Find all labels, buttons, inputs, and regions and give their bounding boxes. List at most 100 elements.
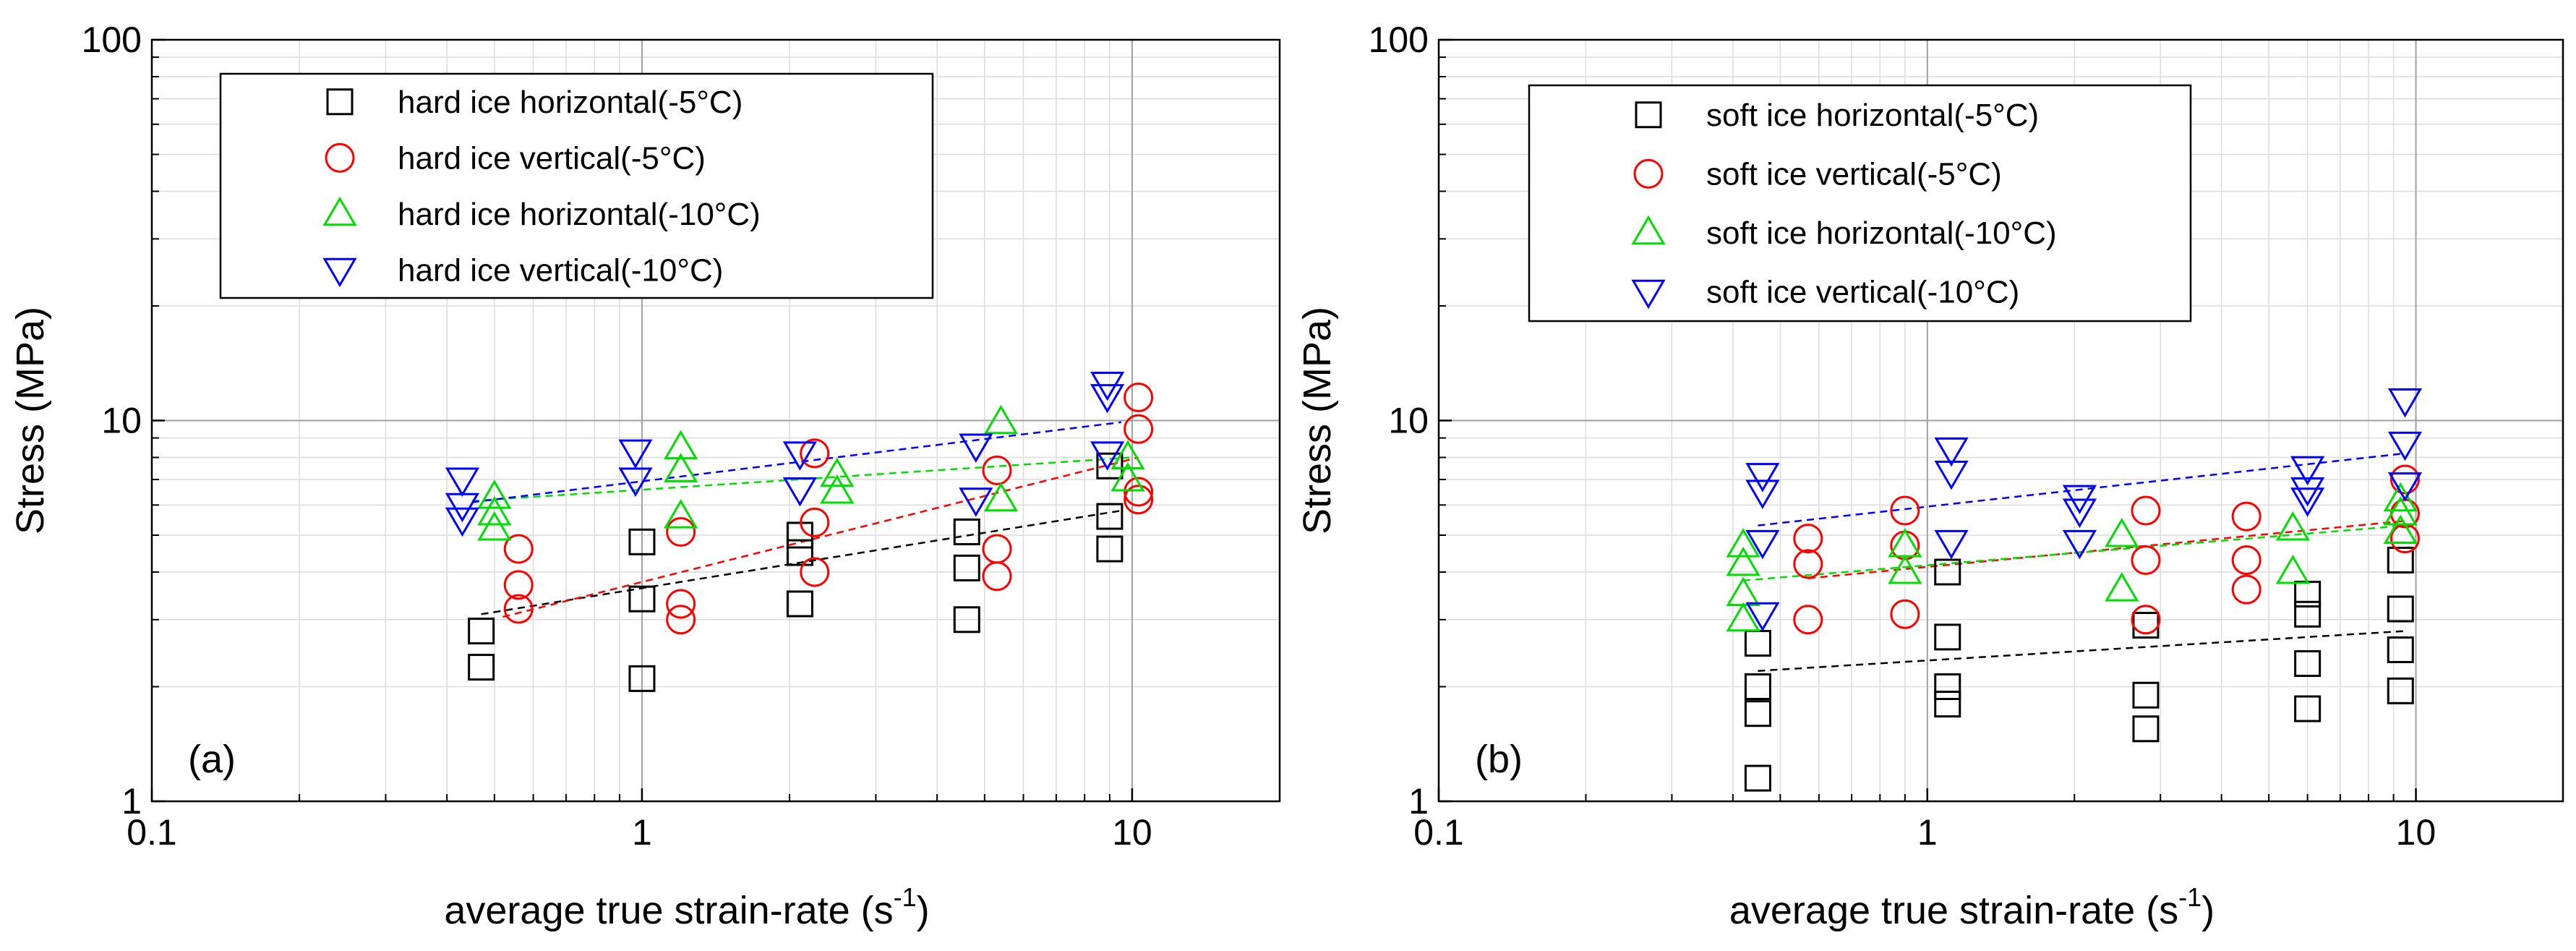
panel-a-data-point-triangle-up bbox=[983, 404, 1019, 435]
panel-a-data-point-circle bbox=[503, 570, 534, 600]
panel-a-data-point-circle bbox=[666, 589, 696, 619]
panel-b-x-tick-label: 0.1 bbox=[1413, 812, 1464, 853]
panel-b-data-point-triangle-up bbox=[2383, 482, 2418, 512]
panel-a-data-point-triangle-up bbox=[664, 430, 698, 460]
panel-a-data-point-circle bbox=[800, 438, 830, 469]
panel-a-data-point-circle bbox=[1124, 383, 1154, 413]
panel-b-data-point-circle bbox=[1890, 495, 1920, 526]
panel-a-fit-line-0 bbox=[481, 509, 1122, 615]
panel-a-data-point-triangle-down bbox=[1090, 441, 1125, 471]
panel-b-x-axis-label-superscript: -1 bbox=[2178, 882, 2201, 912]
panel-b-data-point-circle bbox=[1793, 549, 1823, 579]
panel-a-fit-line-3 bbox=[471, 421, 1121, 503]
panel-b-data-point-circle bbox=[2231, 574, 2262, 605]
panel-a-y-tick-label: 1 bbox=[121, 781, 142, 822]
panel-b-legend-label: soft ice vertical(-10°C) bbox=[1706, 274, 2019, 310]
panel-a-y-axis-label: Stress (MPa) bbox=[9, 307, 52, 534]
panel-a-data-point-triangle-down bbox=[782, 477, 818, 507]
panel-a-data-point-triangle-down bbox=[445, 507, 480, 537]
panel-b-data-point-square bbox=[1934, 558, 1961, 586]
panel-a-data-point-triangle-up bbox=[820, 457, 855, 487]
panel-a-data-point-square bbox=[1096, 503, 1124, 530]
panel-a-data-point-circle bbox=[1124, 414, 1154, 444]
panel-b-data-point-square bbox=[1744, 673, 1771, 701]
panel-b-data-point-triangle-down bbox=[1934, 529, 1969, 560]
panel-b-data-point-triangle-down bbox=[2387, 388, 2423, 418]
panel-a-data-point-triangle-up bbox=[477, 511, 512, 541]
panel-a-data-point-square bbox=[786, 590, 813, 618]
panel-b-data-point-circle bbox=[2131, 605, 2161, 635]
panel-a-data-point-triangle-down bbox=[1090, 384, 1125, 414]
panel-a-data-point-circle bbox=[1124, 477, 1154, 507]
panel-b-data-point-triangle-down bbox=[1745, 463, 1780, 492]
panel-b-fit-line-1 bbox=[1807, 520, 2405, 579]
panel-b-data-point-triangle-down bbox=[1745, 479, 1780, 509]
panel-b-data-point-triangle-down bbox=[2290, 456, 2325, 486]
panel-a-x-axis-label-main: average true strain-rate (s bbox=[444, 889, 893, 932]
panel-a-data-point-triangle-up bbox=[477, 479, 512, 509]
panel-b-data-point-triangle-down bbox=[1745, 602, 1780, 632]
panel-b-data-point-triangle-down bbox=[2290, 477, 2325, 507]
panel-a-data-point-circle bbox=[666, 516, 696, 547]
panel-a-data-point-triangle-down bbox=[782, 441, 818, 471]
panel-b-data-point-square bbox=[1934, 691, 1961, 718]
panel-b-data-point-triangle-down bbox=[1934, 437, 1969, 467]
panel-a-data-point-circle bbox=[982, 561, 1012, 592]
panel-a-legend-label: hard ice vertical(-10°C) bbox=[398, 252, 723, 288]
panel-b-data-point-square bbox=[2294, 695, 2322, 722]
panel-b-data-point-square bbox=[2294, 650, 2322, 678]
panel-a-x-axis-label: average true strain-rate (s-1) bbox=[444, 882, 929, 932]
panel-b-data-point-triangle-up bbox=[2105, 572, 2139, 602]
panel-a-fit-line-1 bbox=[502, 456, 1139, 618]
panel-b-legend: soft ice horizontal(-5°C) soft ice vertic… bbox=[1528, 84, 2192, 323]
panel-a-data-point-triangle-up bbox=[477, 496, 512, 526]
panel-a-y-tick-label: 100 bbox=[82, 20, 142, 60]
panel-b-data-point-square bbox=[1744, 764, 1771, 792]
panel-a-data-point-triangle-down bbox=[445, 492, 480, 523]
panel-a-legend-marker-triangle-down bbox=[322, 257, 357, 288]
panel-a-legend-label: hard ice vertical(-5°C) bbox=[398, 140, 706, 176]
panel-a-data-point-triangle-up bbox=[820, 474, 855, 504]
panel-b-data-point-circle bbox=[2231, 545, 2262, 575]
panel-b-data-point-triangle-down bbox=[2387, 431, 2423, 461]
panel-b-data-point-square bbox=[1934, 673, 1961, 701]
panel-b-y-tick-label: 10 bbox=[1388, 401, 1429, 441]
panel-a-data-point-triangle-down bbox=[959, 487, 993, 517]
panel-b-data-point-triangle-down bbox=[1934, 460, 1969, 490]
panel-b-data-point-square bbox=[2132, 681, 2160, 709]
panel-a-data-point-circle bbox=[503, 594, 534, 624]
panel-b-data-point-circle bbox=[2131, 495, 2161, 526]
panel-a-x-tick-label: 1 bbox=[632, 812, 652, 853]
panel-a-legend-box bbox=[219, 72, 934, 299]
panel-a-data-point-square bbox=[628, 528, 656, 555]
panel-a-data-point-triangle-up bbox=[1111, 462, 1145, 492]
panel-b-data-point-square bbox=[2387, 677, 2414, 704]
panel-b-data-point-square bbox=[2387, 546, 2414, 573]
panel-a-data-point-triangle-up bbox=[664, 453, 698, 482]
panel-a-data-point-circle bbox=[503, 534, 534, 564]
panel-a-x-tick-label: 10 bbox=[1112, 812, 1152, 853]
panel-b-legend-marker-square bbox=[1635, 101, 1662, 129]
panel-b-data-point-circle bbox=[2231, 501, 2262, 532]
panel-a-data-point-circle bbox=[800, 507, 830, 537]
panel-a-data-point-triangle-down bbox=[618, 467, 653, 498]
panel-b-data-point-circle bbox=[1793, 605, 1823, 635]
panel-b-data-point-triangle-up bbox=[2275, 511, 2311, 541]
panel-b-data-point-triangle-up bbox=[2383, 496, 2418, 526]
panel-b-data-point-circle bbox=[1793, 524, 1823, 554]
panel-a-data-point-triangle-down bbox=[959, 433, 993, 463]
panel-a-x-axis-label-superscript: -1 bbox=[894, 882, 917, 912]
panel-b-data-point-triangle-down bbox=[2387, 472, 2423, 502]
panel-b-data-point-triangle-down bbox=[1745, 529, 1780, 560]
panel-b-data-point-triangle-up bbox=[2105, 518, 2139, 547]
panel-b-data-point-triangle-down bbox=[2062, 498, 2097, 529]
panel-a-x-axis-label-end: ) bbox=[917, 889, 930, 932]
panel-b-fit-line-2 bbox=[1743, 524, 2405, 581]
panel-b-x-axis-label-main: average true strain-rate (s bbox=[1729, 889, 2178, 932]
panel-b-data-point-triangle-up bbox=[2275, 555, 2311, 584]
panel-b-data-point-triangle-up bbox=[1726, 528, 1760, 558]
panel-a-data-point-square bbox=[953, 518, 980, 545]
